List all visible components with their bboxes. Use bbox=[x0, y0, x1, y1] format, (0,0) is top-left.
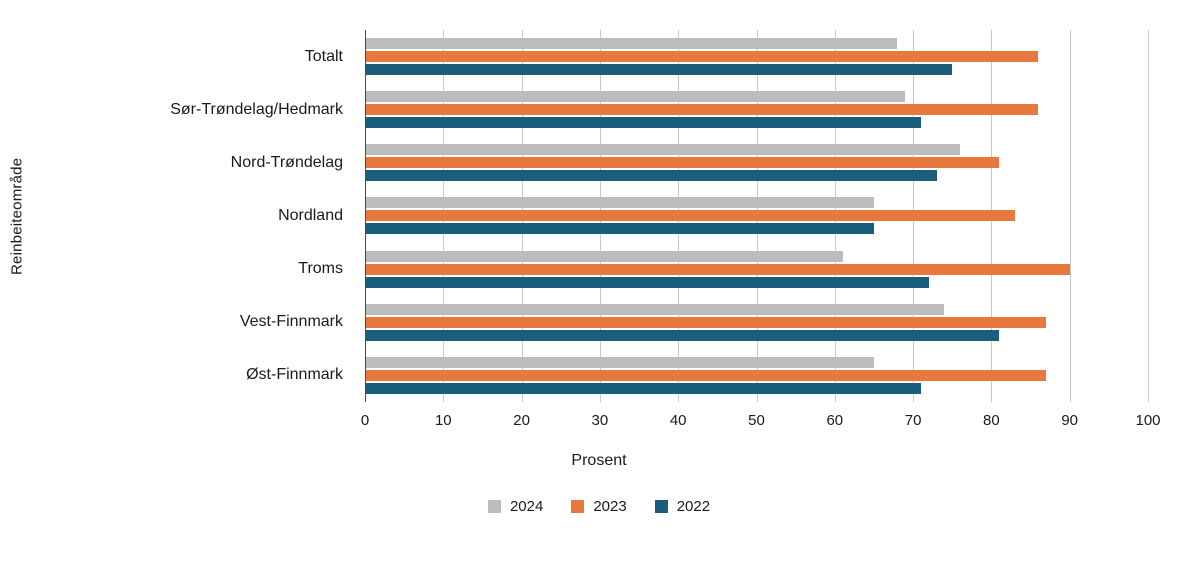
x-tick-label: 50 bbox=[748, 412, 765, 429]
legend-label: 2024 bbox=[509, 498, 544, 515]
bar-2024 bbox=[365, 38, 898, 50]
x-tick-label: 80 bbox=[983, 412, 1000, 429]
legend-label: 2022 bbox=[676, 498, 711, 515]
x-tick-label: 100 bbox=[1135, 412, 1161, 429]
x-tick-label: 70 bbox=[904, 412, 922, 429]
plot-area bbox=[365, 30, 1149, 402]
bar-group bbox=[365, 349, 1148, 402]
category-label: Sør-Trøndelag/Hedmark bbox=[170, 100, 343, 118]
bar-2023 bbox=[365, 369, 1047, 381]
bar-2024 bbox=[365, 91, 906, 103]
x-tick-label: 30 bbox=[591, 412, 609, 429]
bar-2023 bbox=[365, 157, 1000, 169]
bar-group bbox=[365, 296, 1148, 349]
legend-item-2023: 2023 bbox=[571, 498, 627, 515]
bar-2022 bbox=[365, 276, 929, 288]
legend: 2024 2023 2022 bbox=[0, 498, 1198, 515]
x-tick-label: 20 bbox=[513, 412, 530, 429]
bar-2024 bbox=[365, 303, 945, 315]
bar-group bbox=[365, 189, 1148, 242]
bar-2023 bbox=[365, 210, 1015, 222]
bar-2024 bbox=[365, 250, 843, 262]
bar-group bbox=[365, 83, 1148, 136]
category-label: Nord-Trøndelag bbox=[230, 153, 343, 171]
x-tick-label: 90 bbox=[1061, 412, 1079, 429]
legend-item-2022: 2022 bbox=[654, 498, 711, 515]
y-axis-title: Reinbeiteområde bbox=[8, 157, 26, 275]
bar-2022 bbox=[365, 329, 1000, 341]
bar-2023 bbox=[365, 316, 1047, 328]
bar-group bbox=[365, 243, 1148, 296]
bar-2022 bbox=[365, 223, 874, 235]
bar-2023 bbox=[365, 104, 1039, 116]
bar-2022 bbox=[365, 64, 953, 76]
bar-2023 bbox=[365, 263, 1070, 275]
gridline-100 bbox=[1148, 30, 1149, 402]
legend-swatch bbox=[571, 500, 585, 513]
bar-2023 bbox=[365, 51, 1039, 63]
bar-2022 bbox=[365, 117, 921, 129]
bar-2024 bbox=[365, 144, 961, 156]
legend-swatch bbox=[487, 500, 501, 513]
category-labels: Totalt Sør-Trøndelag/Hedmark Nord-Trøndela… bbox=[30, 30, 355, 402]
category-label: Nordland bbox=[278, 206, 343, 224]
legend-label: 2023 bbox=[593, 498, 627, 515]
bar-2024 bbox=[365, 356, 874, 368]
category-label: Troms bbox=[298, 260, 343, 278]
x-tick-label: 10 bbox=[434, 412, 452, 429]
category-label: Totalt bbox=[304, 47, 343, 65]
y-axis-line bbox=[365, 30, 366, 402]
category-label: Øst-Finnmark bbox=[246, 366, 343, 384]
bar-2024 bbox=[365, 197, 874, 209]
legend-swatch bbox=[654, 500, 668, 513]
x-tick-label: 60 bbox=[826, 412, 844, 429]
x-tick-label: 0 bbox=[360, 412, 370, 429]
bar-2022 bbox=[365, 170, 937, 182]
bar-group bbox=[365, 136, 1148, 189]
bar-2022 bbox=[365, 382, 921, 394]
bar-group bbox=[365, 30, 1148, 83]
x-axis-title: Prosent bbox=[571, 452, 627, 469]
x-axis-ticks: 0 10 20 30 40 50 60 70 80 90 100 bbox=[361, 412, 1161, 432]
category-label: Vest-Finnmark bbox=[239, 313, 343, 331]
bars-layer bbox=[365, 30, 1148, 402]
x-tick-label: 40 bbox=[669, 412, 687, 429]
gridline-90 bbox=[1069, 30, 1071, 402]
legend-item-2024: 2024 bbox=[487, 498, 544, 515]
